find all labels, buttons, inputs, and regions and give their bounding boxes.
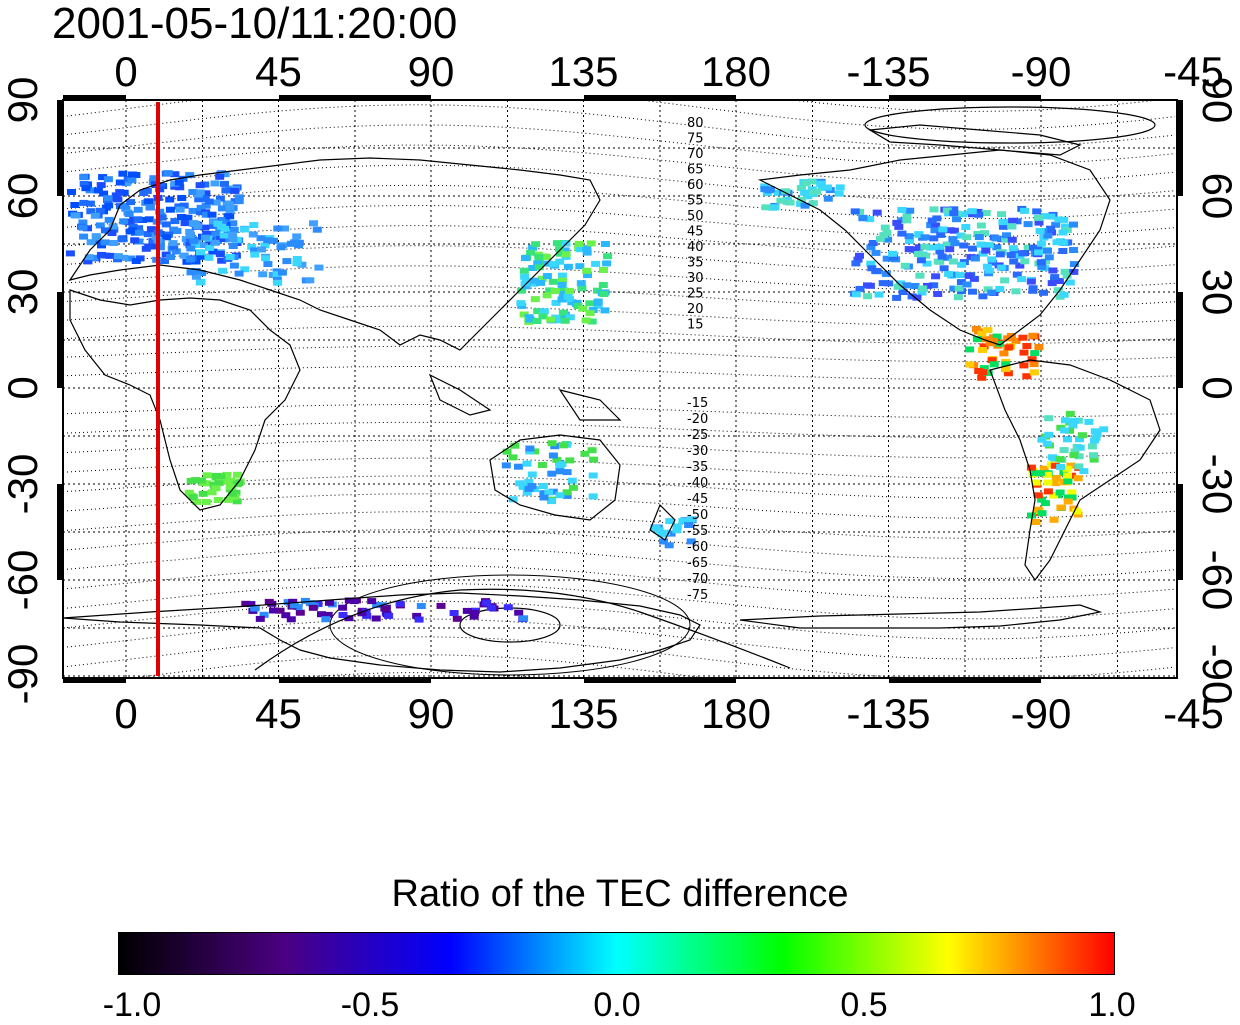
lon-tick-label: 90	[408, 48, 455, 95]
coastlines	[63, 124, 1161, 673]
contour-label: -15	[687, 396, 708, 411]
lon-tick-label: -45	[1163, 690, 1224, 737]
contour-label: -20	[687, 412, 708, 427]
colorbar-tick-label: -0.5	[340, 986, 400, 1024]
contour-label: -25	[687, 428, 708, 443]
left-latitude-ticks: 90 60 30 0 -30 -60 -90	[0, 77, 46, 705]
lon-tick-label: 45	[255, 690, 302, 737]
lat-tick-label: 60	[1194, 173, 1240, 220]
contour-label: -55	[687, 524, 708, 539]
lon-tick-label: -135	[846, 690, 930, 737]
lon-tick-label: 180	[701, 48, 771, 95]
lon-tick-label: 0	[114, 690, 137, 737]
lon-tick-label: -90	[1011, 690, 1072, 737]
contour-label: 30	[687, 271, 704, 286]
contour-label: -75	[687, 588, 708, 603]
lat-tick-label: 60	[0, 173, 46, 220]
contour-label: 75	[687, 132, 704, 147]
contour-label: -50	[687, 508, 708, 523]
lon-tick-label: 45	[255, 48, 302, 95]
lon-tick-label: -90	[1011, 48, 1072, 95]
lat-tick-label: -60	[0, 550, 46, 611]
lat-tick-label: 90	[1194, 77, 1240, 124]
lat-tick-label: -30	[1194, 454, 1240, 515]
map-title: 2001-05-10/11:20:00	[52, 0, 458, 48]
colorbar-tick-label: 0.0	[593, 986, 641, 1024]
lon-tick-label: 135	[548, 690, 618, 737]
contour-label: 40	[687, 240, 704, 255]
contour-label: 50	[687, 209, 704, 224]
lat-tick-label: -30	[0, 454, 46, 515]
lat-tick-label: 0	[1194, 376, 1240, 399]
contour-label: -35	[687, 460, 708, 475]
lat-tick-label: 0	[0, 376, 46, 399]
contour-label: -45	[687, 492, 708, 507]
contour-label: 45	[687, 225, 704, 240]
lon-tick-label: -45	[1163, 48, 1224, 95]
contour-label: 65	[687, 163, 704, 178]
lat-tick-label: 90	[0, 77, 46, 124]
tec-patches	[65, 170, 1109, 623]
contour-label: 60	[687, 178, 704, 193]
contour-label: 20	[687, 302, 704, 317]
lat-tick-label: -90	[0, 644, 46, 705]
colorbar-tick-label: 1.0	[1088, 986, 1136, 1024]
contour-label: 15	[687, 318, 704, 333]
lon-tick-label: 180	[701, 690, 771, 737]
top-longitude-ticks: 0 45 90 135 180 -135 -90 -45	[114, 48, 1224, 95]
bottom-longitude-ticks: 0 45 90 135 180 -135 -90 -45	[114, 690, 1224, 737]
contour-label: 80	[687, 116, 704, 131]
lat-tick-label: -60	[1194, 550, 1240, 611]
contour-label: 55	[687, 194, 704, 209]
lon-tick-label: 135	[548, 48, 618, 95]
colorbar-title: Ratio of the TEC difference	[391, 873, 849, 915]
lat-tick-label: -90	[1194, 644, 1240, 705]
lat-tick-label: 30	[1194, 269, 1240, 316]
contour-label: -30	[687, 444, 708, 459]
contour-label: 70	[687, 147, 704, 162]
lon-tick-label: -135	[846, 48, 930, 95]
lon-tick-label: 90	[408, 690, 455, 737]
contour-label: -40	[687, 476, 708, 491]
frame-bars	[57, 95, 1183, 683]
colorbar	[118, 932, 1115, 975]
tec-map: 8075706560555045403530252015-15-20-25-30…	[0, 48, 1240, 737]
contour-label: 25	[687, 287, 704, 302]
colorbar-tick-label: 0.5	[840, 986, 888, 1024]
contour-label: -70	[687, 572, 708, 587]
right-latitude-ticks: 90 60 30 0 -30 -60 -90	[1194, 77, 1240, 705]
colorbar-tick-label: -1.0	[102, 986, 162, 1024]
lat-tick-label: 30	[0, 269, 46, 316]
contour-label: -60	[687, 540, 708, 555]
lon-tick-label: 0	[114, 48, 137, 95]
contour-label: 35	[687, 256, 704, 271]
contour-label: -65	[687, 556, 708, 571]
